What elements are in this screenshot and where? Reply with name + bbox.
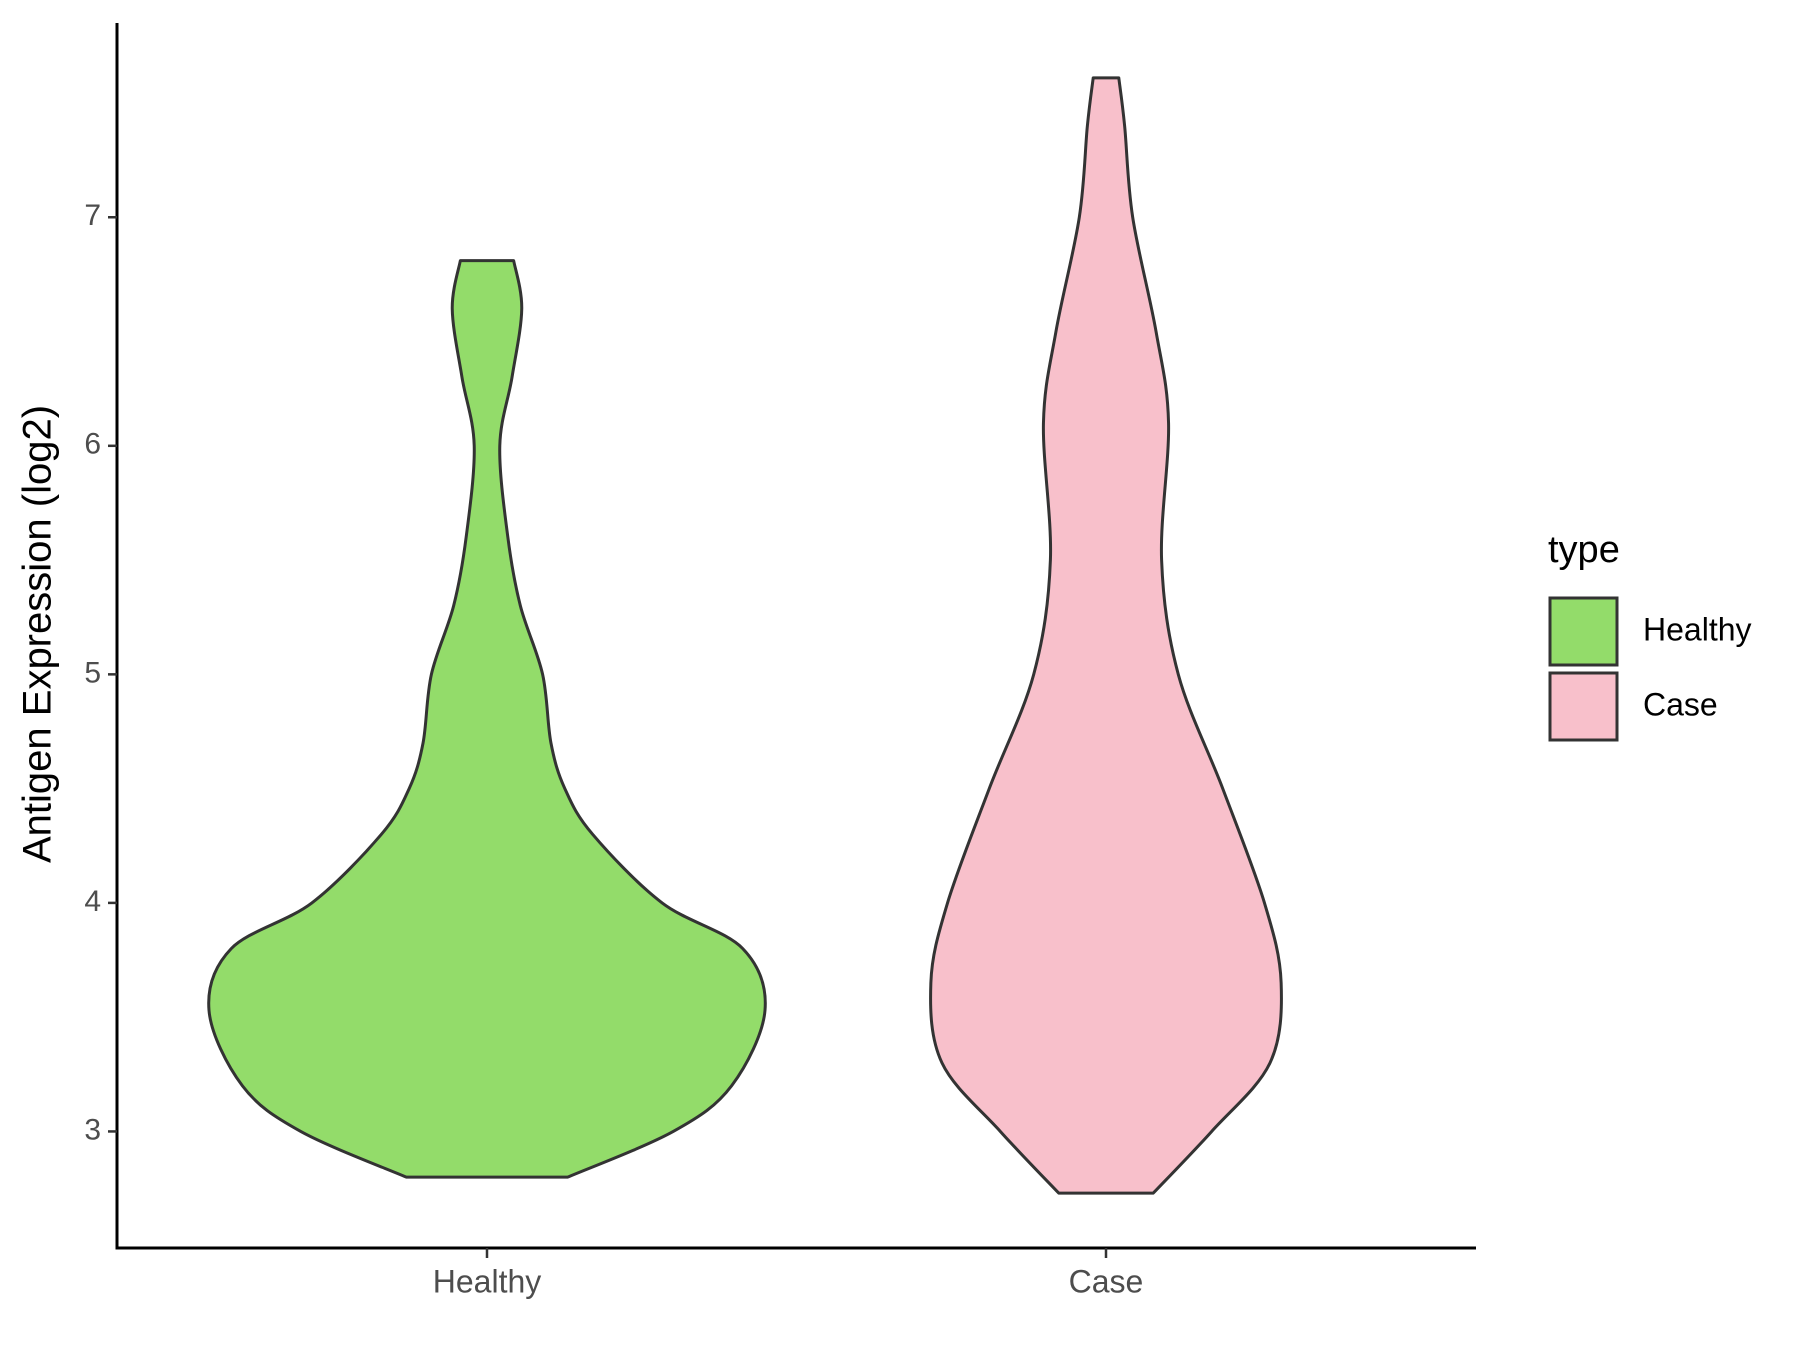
y-tick-label: 7	[84, 199, 101, 232]
legend-label: Healthy	[1643, 611, 1752, 647]
violin	[929, 76, 1283, 1195]
legend-key	[1548, 671, 1619, 742]
legend-title: type	[1548, 529, 1620, 571]
legend-label: Case	[1643, 686, 1718, 722]
y-tick-label: 5	[84, 656, 101, 689]
y-axis-title: Antigen Expression (log2)	[16, 405, 60, 863]
y-tick-label: 4	[84, 885, 101, 918]
y-tick-label: 3	[84, 1113, 101, 1146]
x-tick-label: Healthy	[433, 1263, 542, 1299]
y-tick-label: 6	[84, 428, 101, 461]
legend-key	[1548, 596, 1619, 667]
violin	[207, 259, 767, 1179]
x-tick-label: Case	[1069, 1263, 1144, 1299]
